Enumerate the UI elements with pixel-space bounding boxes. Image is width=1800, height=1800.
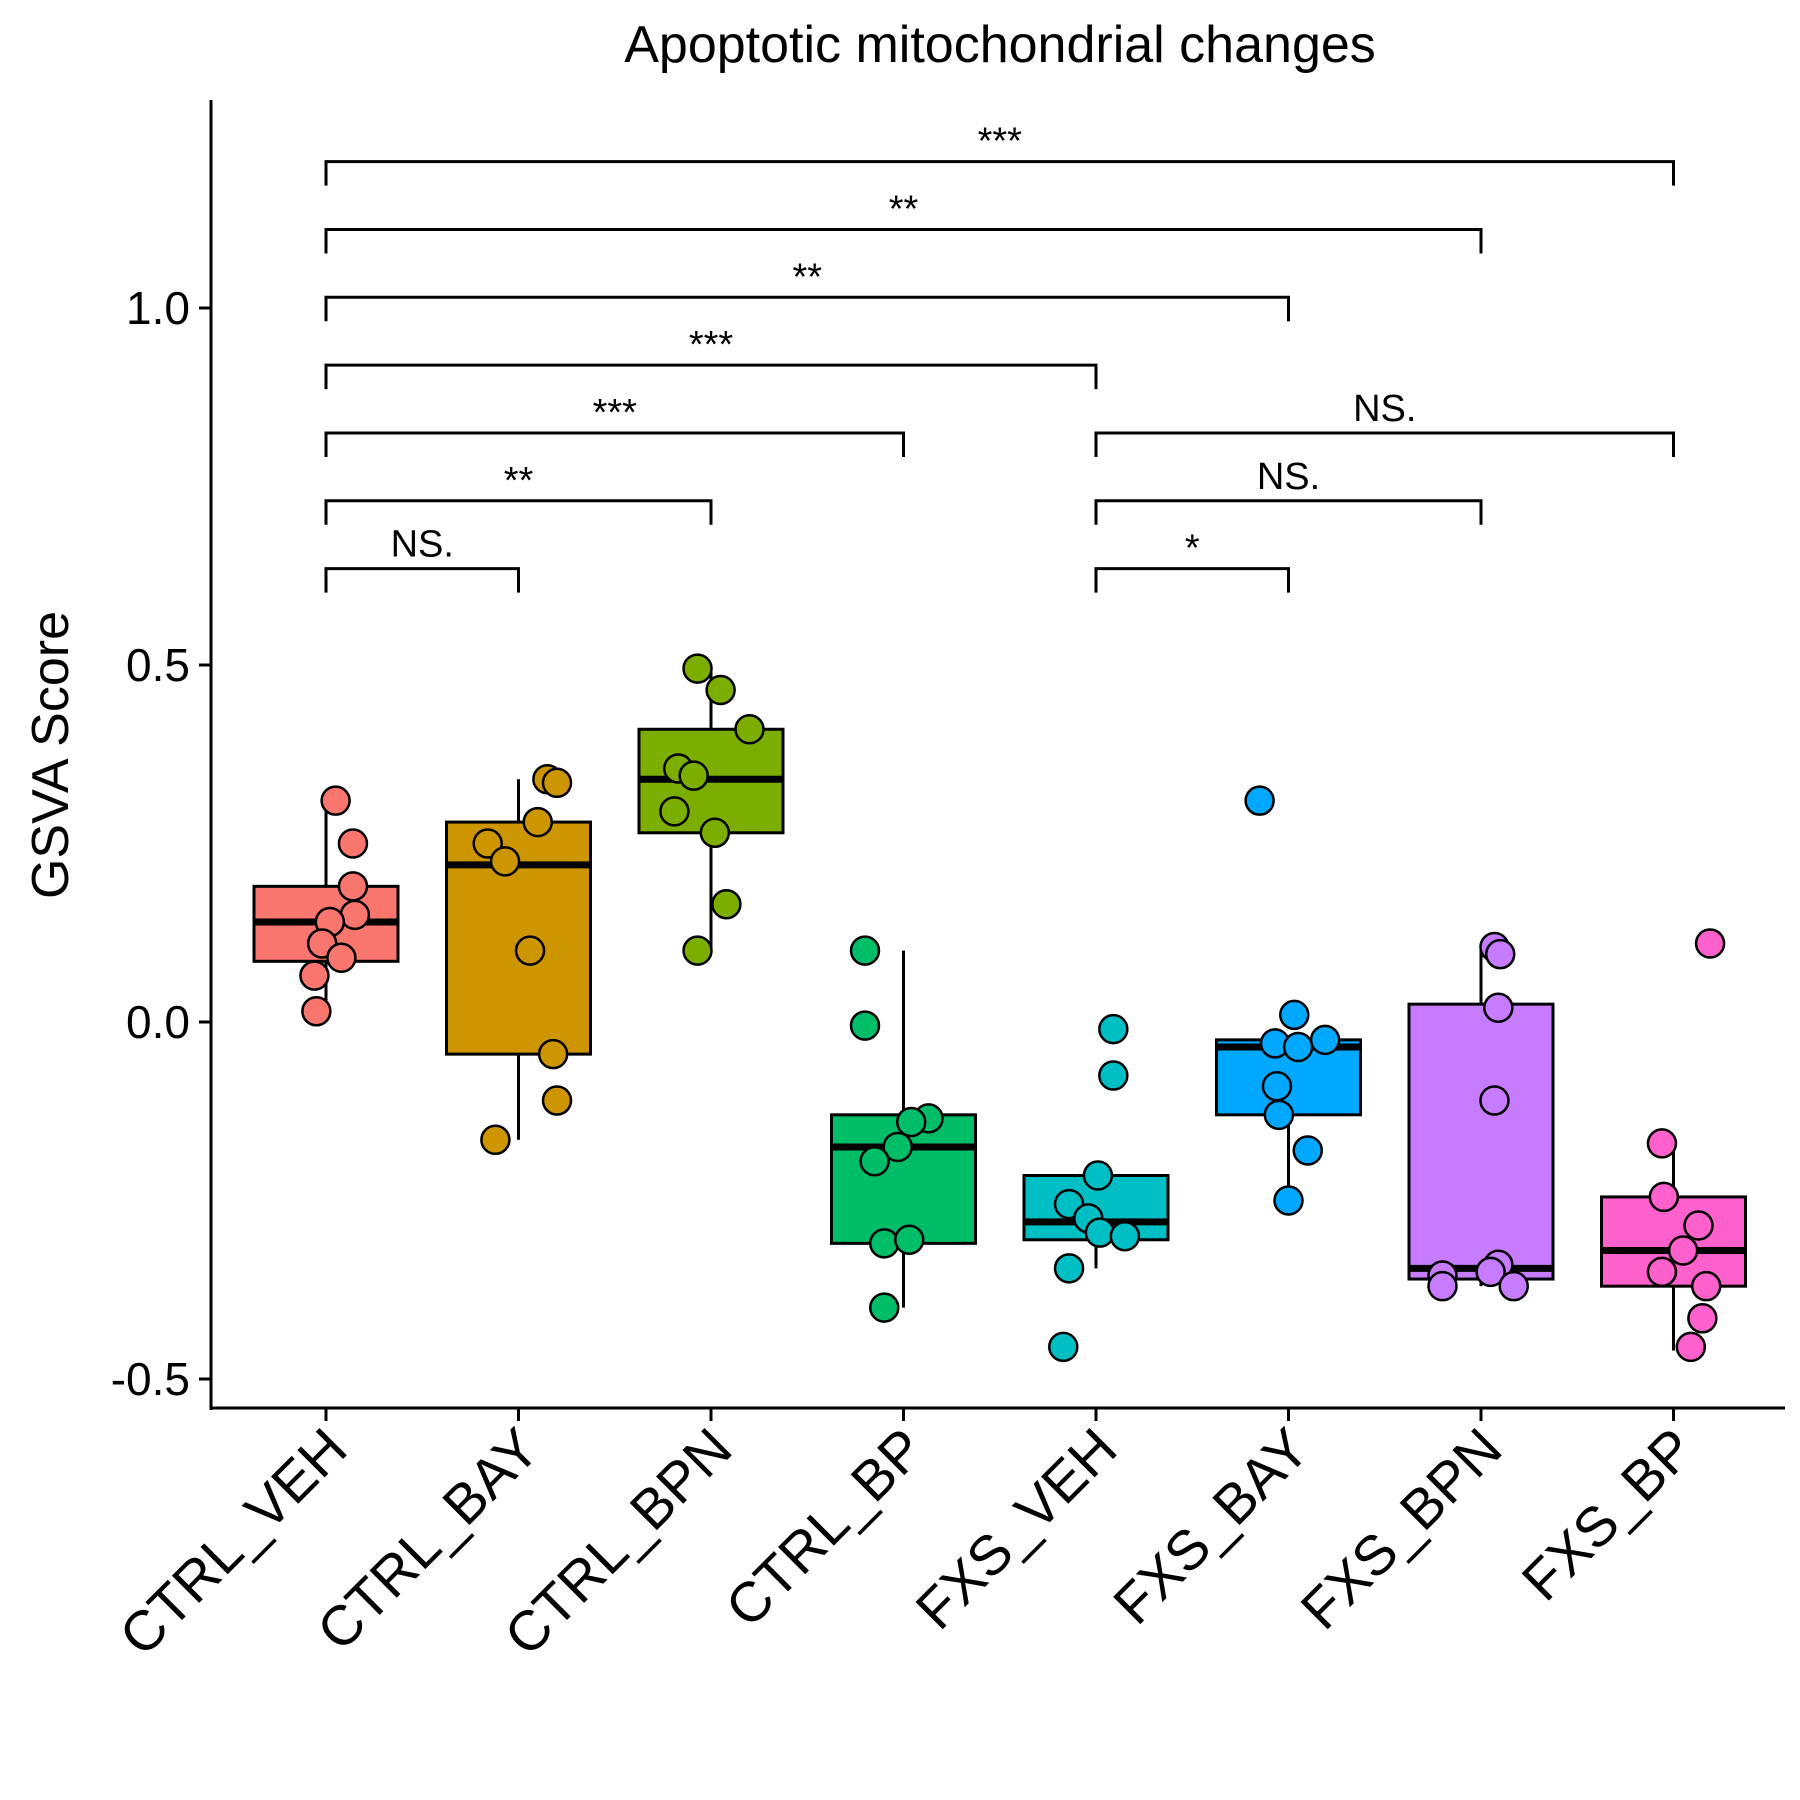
boxes xyxy=(252,672,1747,1351)
data-point xyxy=(869,1228,900,1259)
significance-label: *** xyxy=(689,324,734,366)
box-FXS_BPN xyxy=(1407,1002,1555,1281)
data-point xyxy=(1109,1220,1141,1252)
data-point xyxy=(1084,1217,1116,1248)
data-point xyxy=(849,1010,881,1041)
data-point xyxy=(1048,1331,1079,1363)
significance-bracket xyxy=(324,227,1483,254)
significance-label: *** xyxy=(978,121,1023,163)
y-tick-label: 0.0 xyxy=(126,996,190,1048)
data-point xyxy=(522,806,553,838)
significance-label: ** xyxy=(504,460,534,502)
x-ticks: CTRL_VEHCTRL_BAYCTRL_BPNCTRL_BPFXS_VEHFX… xyxy=(107,1408,1706,1667)
significance-brackets: NS.****************NS.NS. xyxy=(324,121,1675,593)
significance-bracket xyxy=(324,160,1675,186)
data-point xyxy=(1498,1270,1529,1302)
significance-label: ** xyxy=(889,188,919,230)
data-point xyxy=(1309,1024,1341,1056)
data-point xyxy=(894,1224,925,1256)
data-point xyxy=(1690,1270,1722,1302)
significance-bracket xyxy=(324,431,905,457)
data-point xyxy=(489,846,521,877)
data-point xyxy=(1279,999,1310,1031)
data-point xyxy=(337,871,369,902)
significance-label: NS. xyxy=(1353,388,1416,430)
data-point xyxy=(1687,1303,1718,1334)
data-point xyxy=(1479,1085,1510,1116)
data-point xyxy=(1646,1128,1678,1159)
data-point xyxy=(895,1106,927,1138)
significance-label: NS. xyxy=(391,524,454,566)
data-point xyxy=(1082,1160,1114,1191)
data-point xyxy=(480,1124,511,1156)
data-point xyxy=(699,817,731,849)
significance-label: *** xyxy=(593,392,638,434)
data-point xyxy=(882,1131,913,1163)
data-point xyxy=(682,653,713,684)
significance-label: NS. xyxy=(1257,456,1320,498)
data-point xyxy=(299,960,330,991)
data-point xyxy=(1646,1256,1678,1288)
data-point xyxy=(869,1292,900,1323)
data-point xyxy=(1648,1181,1680,1213)
data-point xyxy=(1475,1256,1506,1288)
data-point xyxy=(1485,938,1516,970)
significance-label: ** xyxy=(792,256,822,298)
y-axis-label: GSVA Score xyxy=(22,611,80,899)
significance-bracket xyxy=(324,295,1290,322)
data-point xyxy=(849,935,881,966)
data-point xyxy=(1667,1235,1699,1266)
x-tick-label: FXS_VEH xyxy=(903,1416,1128,1641)
data-point xyxy=(734,714,765,745)
significance-bracket xyxy=(324,363,1098,390)
data-point xyxy=(541,1085,573,1116)
x-tick-label: CTRL_BP xyxy=(713,1416,936,1639)
data-point xyxy=(1261,1071,1293,1102)
data-point xyxy=(678,760,709,791)
significance-bracket xyxy=(1094,499,1483,525)
data-point xyxy=(339,899,371,931)
data-point xyxy=(859,1145,890,1177)
y-tick-label: 1.0 xyxy=(126,282,190,334)
data-point xyxy=(1694,928,1726,959)
x-tick-label: FXS_BP xyxy=(1510,1416,1706,1612)
data-point xyxy=(1273,1185,1304,1216)
x-tick-label: FXS_BAY xyxy=(1101,1416,1321,1636)
significance-label: * xyxy=(1185,528,1200,570)
data-point xyxy=(1098,1013,1129,1045)
data-point xyxy=(1483,992,1514,1023)
data-point xyxy=(1282,1031,1314,1063)
data-point xyxy=(1263,1099,1295,1131)
data-point xyxy=(1244,785,1275,816)
y-tick-label: -0.5 xyxy=(111,1353,190,1405)
data-point xyxy=(1098,1060,1129,1091)
data-point xyxy=(326,942,357,973)
significance-bracket xyxy=(324,499,713,525)
data-point xyxy=(541,767,573,799)
data-point xyxy=(711,888,742,920)
data-point xyxy=(537,1038,569,1070)
data-point xyxy=(1683,1210,1714,1241)
y-tick-label: 0.5 xyxy=(126,639,190,691)
data-points xyxy=(299,653,1726,1363)
data-point xyxy=(1292,1135,1323,1166)
data-point xyxy=(705,674,736,706)
data-point xyxy=(1427,1270,1458,1302)
chart-title: Apoptotic mitochondrial changes xyxy=(624,16,1376,74)
data-point xyxy=(301,996,332,1027)
x-tick-label: FXS_BPN xyxy=(1288,1416,1513,1641)
y-ticks: -0.5 0.0 0.5 1.0 xyxy=(111,282,211,1405)
significance-bracket xyxy=(1094,431,1675,457)
data-point xyxy=(320,785,351,816)
data-point xyxy=(1053,1253,1085,1284)
significance-bracket xyxy=(324,567,520,593)
significance-bracket xyxy=(1094,567,1290,593)
data-point xyxy=(1675,1331,1707,1363)
data-point xyxy=(337,828,369,859)
data-point xyxy=(659,796,690,827)
data-point xyxy=(514,935,546,966)
data-point xyxy=(682,935,713,966)
